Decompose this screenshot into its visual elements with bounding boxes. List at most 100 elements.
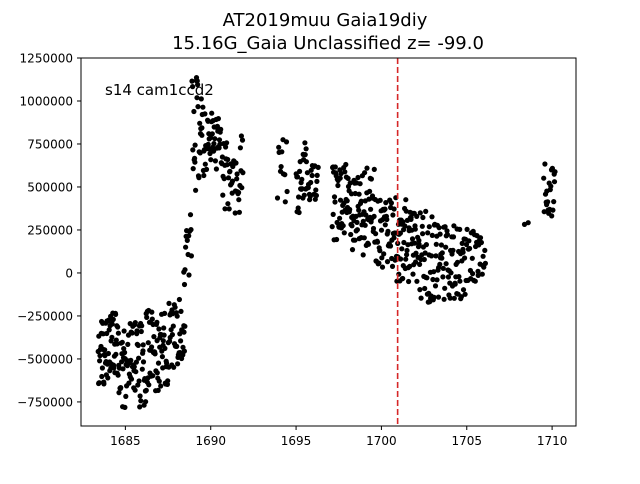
data-point (99, 365, 105, 371)
data-point (355, 174, 361, 181)
data-point (475, 268, 481, 274)
data-point (332, 164, 338, 170)
data-point (388, 200, 394, 206)
data-point (418, 295, 424, 301)
data-point (343, 161, 349, 168)
data-point (479, 271, 485, 277)
y-tick-label: 250000 (27, 223, 73, 237)
data-point (199, 125, 205, 131)
data-point (436, 225, 442, 231)
data-point (414, 278, 420, 284)
data-point (409, 236, 416, 242)
data-point (236, 197, 242, 203)
data-point (236, 189, 242, 196)
data-point (413, 259, 419, 265)
data-point (439, 255, 445, 261)
data-point (401, 239, 407, 246)
data-point (160, 338, 166, 344)
plot-area: 1685 1690 1695 1700 1705 1710 −750000 −500000 −2… (17, 52, 577, 448)
data-point (430, 276, 436, 283)
data-point (143, 387, 149, 393)
data-point (435, 294, 442, 300)
data-point (432, 283, 439, 289)
data-point (363, 212, 369, 218)
data-point (237, 145, 243, 151)
data-point (365, 241, 372, 247)
data-point (192, 142, 198, 148)
data-point (330, 211, 336, 217)
data-point (161, 325, 167, 331)
x-tick-label: 1710 (537, 434, 568, 448)
data-point (309, 172, 315, 179)
data-point (197, 120, 203, 126)
data-point (374, 239, 381, 245)
data-point (378, 227, 385, 233)
data-point (229, 178, 236, 184)
data-point (102, 347, 108, 353)
data-point (340, 223, 346, 229)
data-point (406, 278, 412, 285)
data-point (457, 226, 463, 232)
data-point (412, 240, 418, 246)
data-point (402, 223, 408, 229)
data-point (129, 330, 135, 336)
data-point (467, 245, 473, 252)
data-point (132, 320, 138, 326)
data-point (403, 256, 409, 262)
data-point (362, 170, 368, 176)
data-point (371, 213, 377, 219)
data-point (441, 296, 447, 302)
data-point (97, 353, 103, 359)
data-point (190, 84, 196, 90)
data-point (178, 338, 184, 344)
data-point (234, 171, 240, 177)
data-point (390, 212, 396, 218)
data-point (205, 141, 211, 147)
data-point (209, 110, 215, 116)
data-point (362, 222, 368, 228)
data-point (398, 256, 404, 262)
data-point (426, 224, 432, 230)
data-point (407, 263, 413, 269)
data-point (347, 206, 353, 213)
data-point (462, 255, 468, 261)
y-tick-label: −250000 (17, 309, 73, 323)
data-point (354, 219, 360, 225)
data-point (234, 176, 240, 182)
data-point (225, 201, 231, 207)
data-point (344, 198, 350, 204)
data-point (302, 152, 308, 158)
data-point (198, 96, 204, 102)
data-point (552, 169, 558, 175)
data-point (429, 232, 435, 238)
data-point (440, 274, 446, 280)
data-point (274, 195, 281, 201)
x-tick-label: 1705 (451, 434, 482, 448)
data-point (128, 357, 134, 363)
y-tick-label: 1000000 (20, 94, 73, 108)
data-point (181, 329, 187, 335)
data-point (294, 174, 301, 180)
data-point (470, 271, 476, 277)
data-point (377, 197, 383, 203)
data-point (437, 261, 443, 267)
data-point (419, 223, 425, 229)
data-point (97, 358, 103, 364)
data-point (183, 244, 189, 250)
data-point (414, 213, 420, 219)
data-point (472, 278, 478, 284)
data-point (193, 187, 199, 193)
data-point (303, 159, 309, 165)
data-point (295, 205, 301, 211)
data-point (443, 244, 449, 250)
data-point (377, 248, 383, 254)
data-point (379, 255, 385, 261)
data-point (119, 339, 125, 345)
data-point (238, 133, 244, 139)
data-point (541, 209, 547, 215)
data-point (354, 227, 360, 233)
ccd-annotation: s14 cam1ccd2 (105, 81, 214, 99)
data-point (475, 272, 481, 278)
data-point (224, 140, 230, 146)
